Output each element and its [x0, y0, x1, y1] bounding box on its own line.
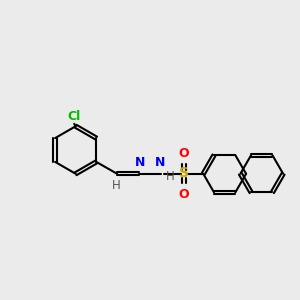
Text: Cl: Cl [68, 110, 81, 123]
Text: H: H [166, 170, 174, 183]
Text: S: S [179, 167, 189, 181]
Text: H: H [112, 179, 121, 192]
Text: O: O [179, 188, 189, 201]
Text: N: N [155, 156, 165, 169]
Text: O: O [179, 146, 189, 160]
Text: N: N [134, 156, 145, 169]
